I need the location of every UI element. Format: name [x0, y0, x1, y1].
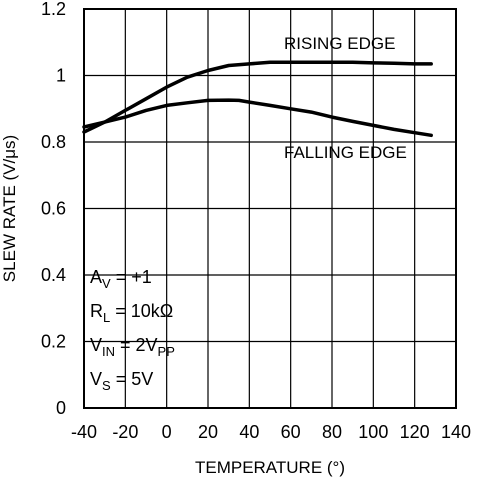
x-axis-label: TEMPERATURE (°) [195, 458, 345, 477]
series-line-rising-edge [82, 60, 433, 134]
plot-frame [83, 8, 457, 409]
series-line-falling-edge [82, 98, 433, 138]
condition-input: VIN = 2VPP [90, 335, 175, 359]
condition-load: RL = 10kΩ [90, 301, 173, 325]
y-tick-label: 0.2 [41, 332, 66, 352]
x-tick-label: 0 [162, 422, 172, 442]
x-tick-label: 20 [198, 422, 218, 442]
y-tick-label: 0.6 [41, 199, 66, 219]
y-tick-label: 0.4 [41, 265, 66, 285]
y-tick-label: 1 [56, 66, 66, 86]
y-tick-label: 0 [56, 398, 66, 418]
y-axis-label: SLEW RATE (V/μs) [0, 135, 19, 282]
x-tick-label: 120 [400, 422, 430, 442]
x-tick-label: 40 [239, 422, 259, 442]
y-tick-label: 0.8 [41, 132, 66, 152]
series-label-falling-edge: FALLING EDGE [284, 143, 407, 162]
tick-labels: -40 -20 0 20 40 60 80 100 120 140 0 0.2 0.4 0.6 0.8 1 1.… [41, 0, 471, 442]
series-lines [82, 60, 433, 138]
y-tick-label: 1.2 [41, 0, 66, 19]
x-tick-label: 140 [441, 422, 471, 442]
condition-supply: VS = 5V [90, 369, 153, 393]
series-label-rising-edge: RISING EDGE [284, 34, 395, 53]
x-tick-label: 60 [281, 422, 301, 442]
x-tick-label: -20 [112, 422, 138, 442]
x-tick-label: 80 [322, 422, 342, 442]
x-tick-label: 100 [358, 422, 388, 442]
test-conditions: AV = +1 RL = 10kΩ VIN = 2VPP VS = 5V [90, 267, 175, 393]
condition-gain: AV = +1 [90, 267, 152, 291]
x-tick-label: -40 [71, 422, 97, 442]
